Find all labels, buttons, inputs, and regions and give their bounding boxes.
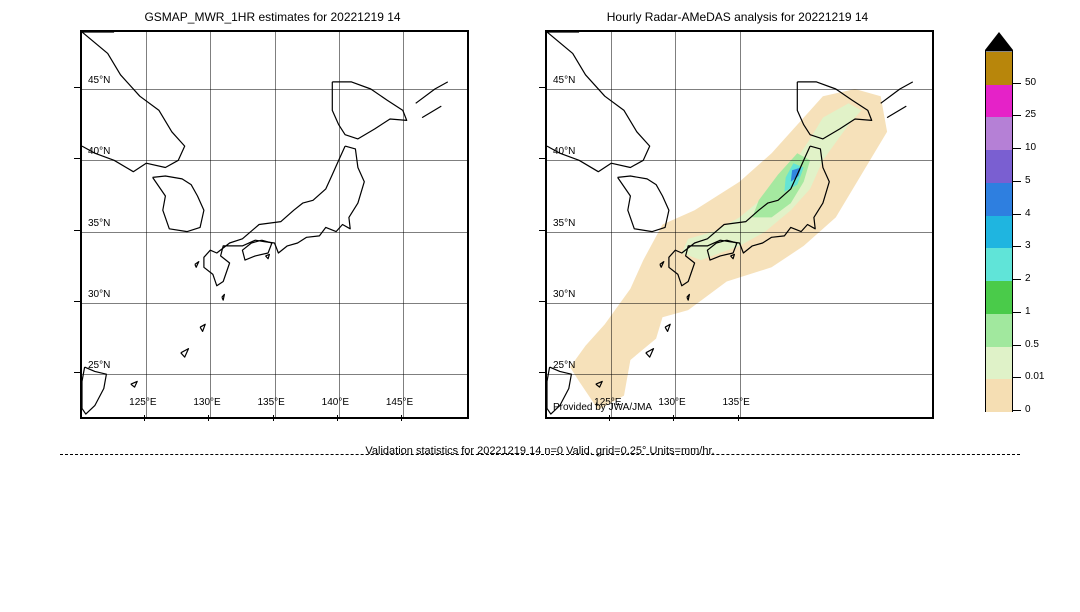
colorbar-segment [986,247,1012,281]
xtick-label: 130°E [658,397,685,408]
ytick [539,230,545,231]
colorbar-tick [1013,214,1021,215]
ytick-label: 45°N [88,75,110,86]
colorbar-tick [1013,246,1021,247]
colorbar-tick [1013,279,1021,280]
colorbar [985,50,1013,412]
ytick [74,158,80,159]
right-map-panel: Provided by JWA/JMA [545,30,934,419]
ytick [74,230,80,231]
right-panel-title: Hourly Radar-AMeDAS analysis for 2022121… [545,10,930,24]
colorbar-segment [986,84,1012,118]
colorbar-tick-label: 50 [1025,77,1036,88]
colorbar-segment [986,149,1012,183]
colorbar-tick [1013,181,1021,182]
colorbar-segment [986,346,1012,380]
xtick [673,415,674,421]
xtick-label: 135°E [258,397,285,408]
ytick-label: 30°N [553,289,575,300]
colorbar-segment [986,313,1012,347]
xtick-label: 145°E [386,397,413,408]
ytick [539,301,545,302]
colorbar-segment [986,215,1012,249]
gridline-lon [146,32,147,417]
colorbar-tick [1013,115,1021,116]
xtick [208,415,209,421]
colorbar-tick [1013,83,1021,84]
ytick-label: 40°N [88,146,110,157]
colorbar-tick [1013,377,1021,378]
ytick [74,372,80,373]
xtick-label: 130°E [193,397,220,408]
colorbar-tick-label: 2 [1025,273,1031,284]
xtick-label: 135°E [723,397,750,408]
ytick [539,372,545,373]
xtick [337,415,338,421]
validation-caption: Validation statistics for 20221219 14 n=… [0,445,1080,457]
ytick [539,158,545,159]
colorbar-tick-label: 1 [1025,306,1031,317]
xtick [144,415,145,421]
colorbar-tick-label: 3 [1025,240,1031,251]
gridline-lon [675,32,676,417]
colorbar-segment [986,378,1012,412]
colorbar-tick-label: 0.01 [1025,371,1044,382]
ytick [539,87,545,88]
colorbar-tick-label: 25 [1025,109,1036,120]
ytick-label: 35°N [88,218,110,229]
gridline-lon [339,32,340,417]
xtick [401,415,402,421]
colorbar-tick-label: 5 [1025,175,1031,186]
gridline-lon [210,32,211,417]
colorbar-tick-label: 4 [1025,208,1031,219]
ytick-label: 25°N [553,360,575,371]
gridline-lon [403,32,404,417]
ytick-label: 45°N [553,75,575,86]
colorbar-tick [1013,410,1021,411]
colorbar-segment [986,116,1012,150]
xtick [609,415,610,421]
ytick-label: 25°N [88,360,110,371]
colorbar-tick [1013,148,1021,149]
xtick-label: 125°E [594,397,621,408]
xtick-label: 125°E [129,397,156,408]
left-map-panel [80,30,469,419]
gridline-lon [740,32,741,417]
colorbar-tick-label: 10 [1025,142,1036,153]
colorbar-segment [986,182,1012,216]
colorbar-tick [1013,345,1021,346]
xtick [738,415,739,421]
colorbar-tick-label: 0.5 [1025,339,1039,350]
caption-rule [60,454,1020,455]
left-panel-title: GSMAP_MWR_1HR estimates for 20221219 14 [80,10,465,24]
colorbar-segment [986,280,1012,314]
colorbar-tick [1013,312,1021,313]
gridline-lon [275,32,276,417]
ytick [74,301,80,302]
colorbar-cap-icon [985,32,1013,50]
ytick [74,87,80,88]
colorbar-segment [986,51,1012,85]
gridline-lon [611,32,612,417]
colorbar-tick-label: 0 [1025,404,1031,415]
ytick-label: 40°N [553,146,575,157]
ytick-label: 30°N [88,289,110,300]
ytick-label: 35°N [553,218,575,229]
xtick-label: 140°E [322,397,349,408]
xtick [273,415,274,421]
